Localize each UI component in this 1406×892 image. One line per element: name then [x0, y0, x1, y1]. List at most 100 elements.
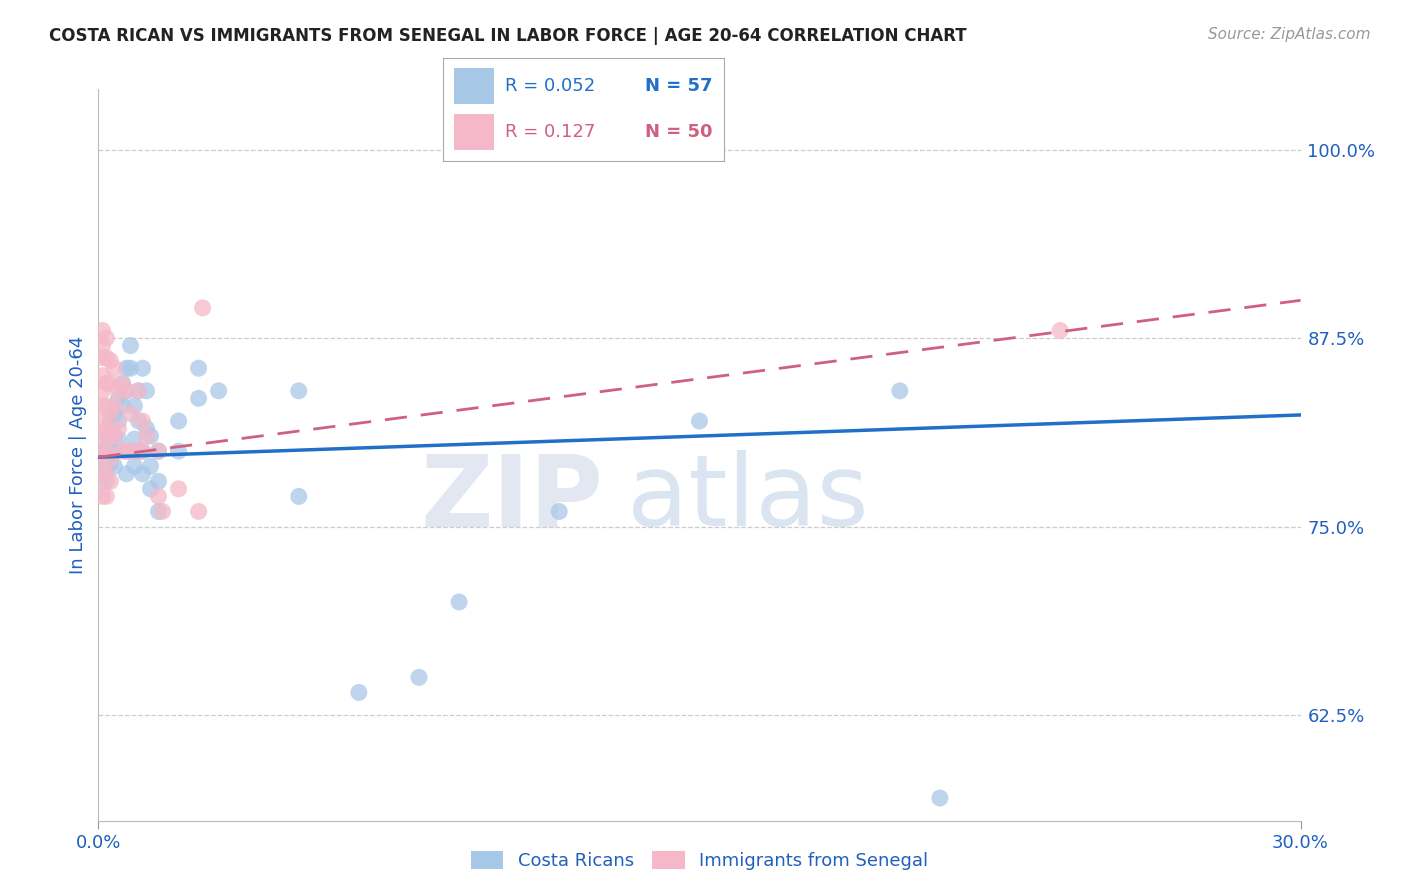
Point [107, 392, 129, 406]
Point [103, 444, 125, 458]
Point [96, 376, 118, 391]
Point [135, 429, 157, 443]
Point [100, 475, 122, 489]
Point [91, 324, 114, 338]
Point [187, 361, 209, 376]
Point [96, 459, 118, 474]
Point [128, 414, 150, 428]
Point [103, 399, 125, 413]
Point [91, 338, 114, 352]
Point [115, 444, 138, 458]
Point [91, 444, 114, 458]
Legend: Costa Ricans, Immigrants from Senegal: Costa Ricans, Immigrants from Senegal [464, 844, 935, 878]
Point [100, 451, 122, 466]
Point [131, 361, 153, 376]
Point [128, 444, 150, 458]
Point [96, 444, 118, 458]
Point [91, 429, 114, 443]
Point [187, 392, 209, 406]
Point [124, 399, 146, 413]
Point [96, 444, 118, 458]
Point [91, 384, 114, 398]
Point [139, 429, 162, 443]
Point [103, 429, 125, 443]
Point [167, 444, 190, 458]
Point [96, 489, 118, 503]
Point [100, 414, 122, 428]
Point [120, 407, 142, 421]
Point [191, 301, 214, 315]
Point [96, 351, 118, 365]
Point [208, 384, 231, 398]
Text: ZIP: ZIP [420, 450, 603, 548]
Point [100, 429, 122, 443]
Text: COSTA RICAN VS IMMIGRANTS FROM SENEGAL IN LABOR FORCE | AGE 20-64 CORRELATION CH: COSTA RICAN VS IMMIGRANTS FROM SENEGAL I… [49, 27, 967, 45]
Point [91, 351, 114, 365]
Text: atlas: atlas [627, 450, 869, 548]
Point [120, 444, 142, 458]
Point [111, 399, 134, 413]
Point [96, 399, 118, 413]
Point [91, 459, 114, 474]
Point [100, 432, 122, 446]
Point [148, 475, 170, 489]
Point [107, 421, 129, 435]
Point [115, 444, 138, 458]
Point [128, 384, 150, 398]
Text: R = 0.052: R = 0.052 [505, 78, 606, 95]
Point [100, 376, 122, 391]
Point [124, 459, 146, 474]
Text: N = 57: N = 57 [645, 78, 713, 95]
Point [152, 504, 174, 518]
Point [139, 459, 162, 474]
Point [167, 482, 190, 496]
Point [91, 451, 114, 466]
Point [120, 361, 142, 376]
Point [447, 595, 470, 609]
Point [135, 421, 157, 435]
Point [91, 368, 114, 383]
Point [548, 504, 571, 518]
Text: R = 0.127: R = 0.127 [505, 123, 606, 141]
Point [115, 384, 138, 398]
Point [148, 504, 170, 518]
Point [148, 444, 170, 458]
Point [103, 361, 125, 376]
Point [96, 467, 118, 481]
Point [91, 475, 114, 489]
Point [131, 444, 153, 458]
Point [131, 414, 153, 428]
Point [91, 444, 114, 458]
Bar [454, 69, 494, 104]
Point [187, 504, 209, 518]
Point [91, 414, 114, 428]
Bar [454, 114, 494, 150]
Point [111, 444, 134, 458]
Point [1010, 836, 1032, 850]
Point [889, 384, 911, 398]
Point [103, 407, 125, 421]
Point [115, 467, 138, 481]
Text: N = 50: N = 50 [645, 123, 713, 141]
Point [100, 456, 122, 470]
Point [115, 384, 138, 398]
Point [96, 331, 118, 345]
Point [115, 361, 138, 376]
Text: Source: ZipAtlas.com: Source: ZipAtlas.com [1208, 27, 1371, 42]
Point [128, 384, 150, 398]
Point [100, 353, 122, 368]
Point [100, 444, 122, 458]
Point [131, 444, 153, 458]
Point [347, 685, 370, 699]
Point [107, 384, 129, 398]
Point [124, 432, 146, 446]
Point [96, 475, 118, 489]
Y-axis label: In Labor Force | Age 20-64: In Labor Force | Age 20-64 [69, 335, 87, 574]
Point [107, 414, 129, 428]
Point [408, 670, 430, 684]
Point [120, 338, 142, 352]
Point [91, 489, 114, 503]
Point [135, 384, 157, 398]
Point [111, 376, 134, 391]
Point [148, 489, 170, 503]
